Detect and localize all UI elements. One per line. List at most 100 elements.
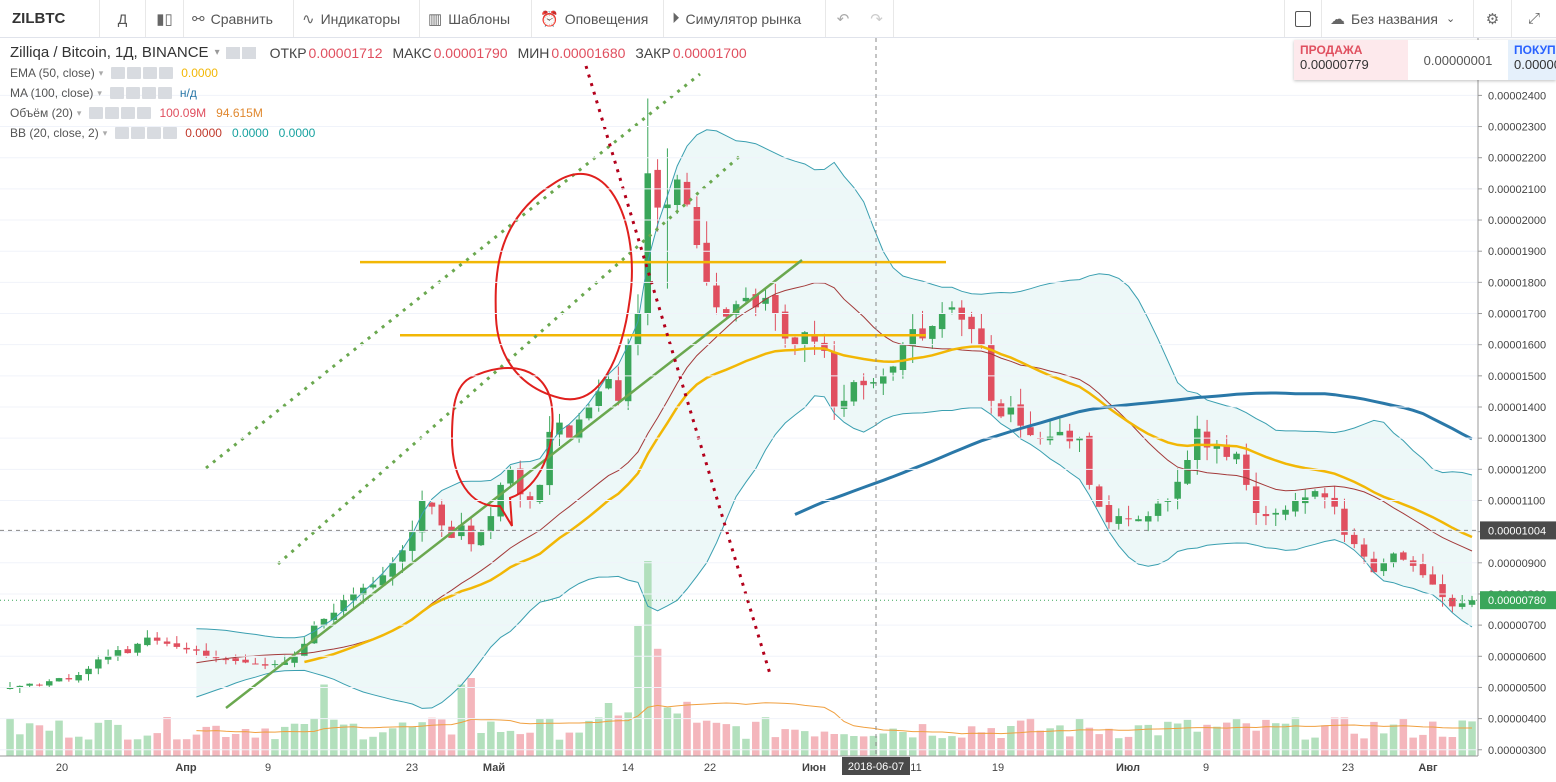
candle-body	[1135, 519, 1142, 522]
volume-bar	[840, 734, 848, 756]
candle-body	[330, 612, 338, 620]
volume-bar	[909, 737, 917, 756]
alerts-button[interactable]: ⏰ Оповещения	[532, 0, 664, 37]
volume-bar	[1242, 723, 1251, 756]
volume-bar	[1085, 727, 1094, 756]
indicator-buttons[interactable]	[111, 67, 175, 79]
volume-bar	[369, 736, 377, 756]
chevron-down-icon[interactable]: ▾	[76, 107, 82, 118]
indicators-button[interactable]: ∿ Индикаторы	[294, 0, 420, 37]
close-value: 0.00001700	[672, 44, 747, 61]
chevron-down-icon[interactable]: ▾	[98, 67, 104, 78]
indicator-buttons[interactable]	[109, 87, 174, 99]
indicator-legend-row[interactable]: Объём (20) ▾ 100.09M 94.615M	[10, 106, 273, 120]
indicator-value: 94.615M	[216, 106, 263, 120]
chevron-down-icon[interactable]: ▾	[102, 127, 108, 138]
indicator-value: 0.0000	[185, 126, 222, 140]
volume-bar	[1419, 734, 1427, 756]
candle-body	[301, 643, 308, 657]
volume-bar	[1036, 730, 1044, 756]
volume-bar	[722, 724, 731, 756]
layout-square-button[interactable]	[1284, 0, 1322, 37]
candle-body	[389, 562, 396, 577]
volume-bar	[1301, 739, 1309, 756]
candle-body	[418, 500, 426, 533]
candle-body	[310, 625, 318, 644]
ma-line	[794, 391, 1473, 516]
price-tick-label: 0.00001800	[1488, 277, 1546, 289]
indicator-buttons[interactable]	[89, 107, 153, 119]
volume-bar	[447, 734, 456, 756]
indicator-legend-row[interactable]: BB (20, close, 2) ▾ 0.0000 0.0000 0.0000	[10, 126, 325, 140]
volume-bar	[1075, 719, 1084, 756]
bb-upper-line	[196, 129, 1473, 639]
templates-button[interactable]: ▥ Шаблоны	[420, 0, 532, 37]
volume-bar	[918, 724, 927, 756]
volume-bar	[281, 726, 289, 756]
settings-button[interactable]: ⚙	[1474, 0, 1512, 37]
price-tick-label: 0.00001600	[1488, 340, 1546, 352]
candle-body	[438, 504, 445, 526]
layout-name-button[interactable]: ☁ Без названия ⌄	[1322, 0, 1474, 37]
candle-body	[938, 313, 946, 330]
time-tick-label: 19	[992, 762, 1004, 774]
volume-bar	[869, 735, 878, 756]
volume-bar	[1311, 737, 1319, 756]
volume-bar	[6, 718, 14, 756]
volume-bar	[1016, 720, 1025, 756]
interval-label: Д	[117, 10, 128, 27]
indicator-legend-row[interactable]: MA (100, close) ▾ н/д	[10, 86, 207, 100]
volume-bar	[879, 733, 887, 756]
buy-button[interactable]: ПОКУПКА 0.00000780	[1508, 40, 1556, 80]
candle-body	[880, 375, 887, 384]
chart-pane[interactable]: 0.00002400 0.00002300 0.00002200 0.00002100…	[0, 38, 1556, 777]
price-chart[interactable]: 0.00002400 0.00002300 0.00002200 0.00002100…	[0, 38, 1556, 777]
candle-body	[183, 647, 190, 650]
volume-bar	[114, 724, 122, 756]
sell-label: ПРОДАЖА	[1300, 43, 1363, 57]
candle-body	[821, 342, 828, 351]
volume-bar	[163, 717, 171, 756]
symbol-search[interactable]: ZILBTC	[0, 0, 100, 37]
crosshair-price-box	[1480, 521, 1556, 540]
compare-button[interactable]: ⚯ Сравнить	[184, 0, 294, 37]
candle-body	[693, 207, 701, 245]
redo-button[interactable]: ↷	[860, 0, 894, 37]
indicator-legend-row[interactable]: EMA (50, close) ▾ 0.0000	[10, 66, 228, 80]
chevron-down-icon[interactable]: ▾	[97, 87, 102, 98]
volume-bar	[222, 737, 230, 756]
candle-body	[261, 664, 269, 666]
alert-icon: ⏰	[540, 10, 559, 28]
market-replay-button[interactable]: ⏵ Симулятор рынка	[664, 0, 826, 37]
volume-bar	[231, 734, 240, 756]
interval-button[interactable]: Д	[100, 0, 146, 37]
candle-body	[1458, 603, 1466, 607]
volume-bar	[1340, 717, 1349, 756]
gear-icon: ⚙	[1485, 10, 1500, 28]
volume-bar	[1409, 737, 1417, 756]
volume-bar	[55, 720, 63, 756]
candle-body	[467, 525, 475, 545]
alerts-label: Оповещения	[564, 10, 649, 27]
candle-body	[919, 328, 926, 339]
volume-bar	[928, 735, 937, 756]
candle-body	[114, 650, 122, 657]
compare-label: Сравнить	[210, 10, 273, 27]
indicator-buttons[interactable]	[115, 127, 179, 139]
volume-bar	[428, 717, 436, 756]
time-tick-label: 23	[1342, 762, 1354, 774]
volume-bar	[555, 739, 564, 756]
high-label: МАКС	[392, 44, 432, 61]
volume-bar	[506, 730, 515, 756]
volume-bar	[1056, 725, 1064, 756]
sell-button[interactable]: ПРОДАЖА 0.00000779	[1294, 40, 1408, 80]
fullscreen-button[interactable]: ⤢	[1512, 0, 1556, 37]
volume-bar	[958, 737, 966, 756]
time-tick-label: 9	[265, 762, 271, 774]
candle-body	[1223, 444, 1230, 457]
title-buttons[interactable]	[225, 46, 256, 59]
candle-body	[997, 403, 1005, 417]
candle-body	[252, 663, 259, 665]
undo-button[interactable]: ↶	[826, 0, 860, 37]
chart-type-button[interactable]: ▮▯	[146, 0, 184, 37]
